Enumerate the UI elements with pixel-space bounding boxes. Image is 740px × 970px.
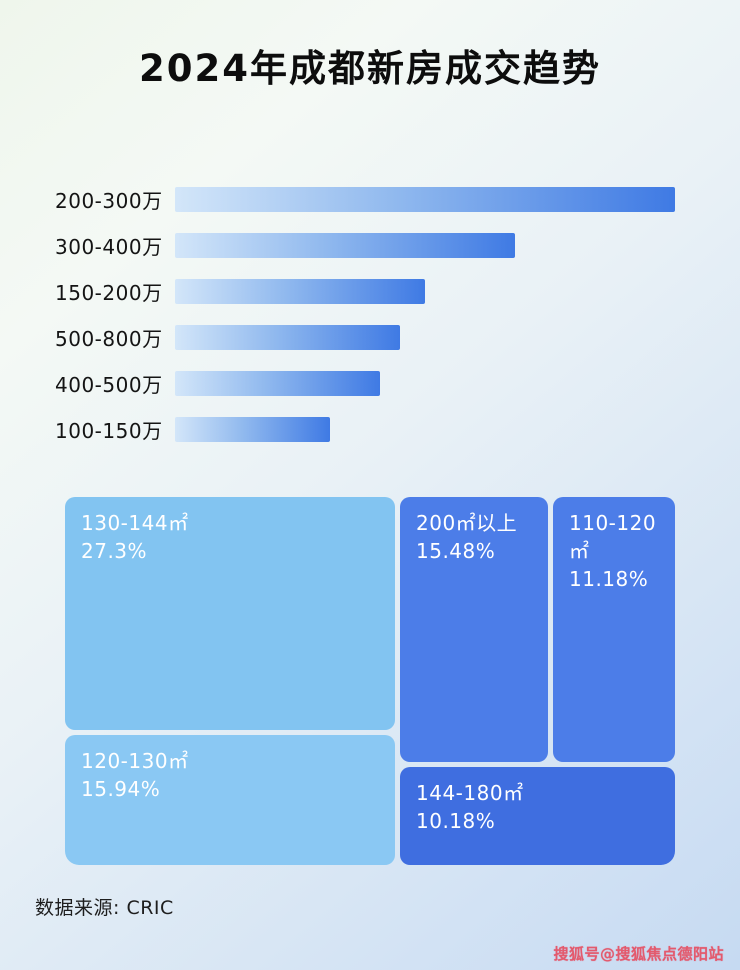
bar-category-label: 400-500万 bbox=[55, 372, 163, 397]
bar-fill bbox=[175, 370, 380, 396]
treemap-block-144-180: 144-180㎡ 10.18% bbox=[400, 767, 675, 865]
price-band-bar-chart: 200-300万 300-400万 150-200万 500-800万 400-… bbox=[55, 176, 675, 452]
treemap-block-label: 130-144㎡ bbox=[81, 511, 189, 535]
treemap-block-percent: 15.48% bbox=[416, 539, 496, 563]
bar-track bbox=[175, 370, 675, 396]
watermark-text: 搜狐号@搜狐焦点德阳站 bbox=[553, 945, 724, 963]
treemap-block-120-130: 120-130㎡ 15.94% bbox=[65, 735, 395, 865]
bar-fill bbox=[175, 324, 400, 350]
bar-category-label: 300-400万 bbox=[55, 234, 163, 259]
treemap-block-label: 144-180㎡ bbox=[416, 781, 524, 805]
treemap-block-200-plus: 200㎡以上 15.48% bbox=[400, 497, 548, 762]
bar-fill bbox=[175, 232, 515, 258]
treemap-block-label: 110-120㎡ bbox=[569, 511, 657, 563]
bar-fill bbox=[175, 416, 330, 442]
bar-row: 150-200万 bbox=[55, 268, 675, 314]
bar-track bbox=[175, 186, 675, 212]
treemap-block-percent: 10.18% bbox=[416, 809, 496, 833]
bar-track bbox=[175, 232, 675, 258]
bar-track bbox=[175, 278, 675, 304]
bar-category-label: 200-300万 bbox=[55, 188, 163, 213]
bar-track bbox=[175, 324, 675, 350]
bar-row: 500-800万 bbox=[55, 314, 675, 360]
bar-category-label: 150-200万 bbox=[55, 280, 163, 305]
treemap-block-percent: 27.3% bbox=[81, 539, 148, 563]
bar-row: 100-150万 bbox=[55, 406, 675, 452]
treemap-block-percent: 15.94% bbox=[81, 777, 161, 801]
bar-row: 400-500万 bbox=[55, 360, 675, 406]
data-source-label: 数据来源: CRIC bbox=[35, 897, 174, 919]
bar-fill bbox=[175, 278, 425, 304]
bar-category-label: 500-800万 bbox=[55, 326, 163, 351]
bar-category-label: 100-150万 bbox=[55, 418, 163, 443]
bar-track bbox=[175, 416, 675, 442]
bar-fill bbox=[175, 186, 675, 212]
treemap-block-percent: 11.18% bbox=[569, 567, 649, 591]
page-title: 2024年成都新房成交趋势 bbox=[139, 47, 601, 90]
treemap-block-label: 200㎡以上 bbox=[416, 511, 518, 535]
bar-row: 200-300万 bbox=[55, 176, 675, 222]
treemap-block-130-144: 130-144㎡ 27.3% bbox=[65, 497, 395, 730]
treemap-block-label: 120-130㎡ bbox=[81, 749, 189, 773]
treemap-block-110-120: 110-120㎡ 11.18% bbox=[553, 497, 675, 762]
bar-row: 300-400万 bbox=[55, 222, 675, 268]
area-size-treemap: 130-144㎡ 27.3% 120-130㎡ 15.94% 200㎡以上 15… bbox=[65, 497, 675, 865]
